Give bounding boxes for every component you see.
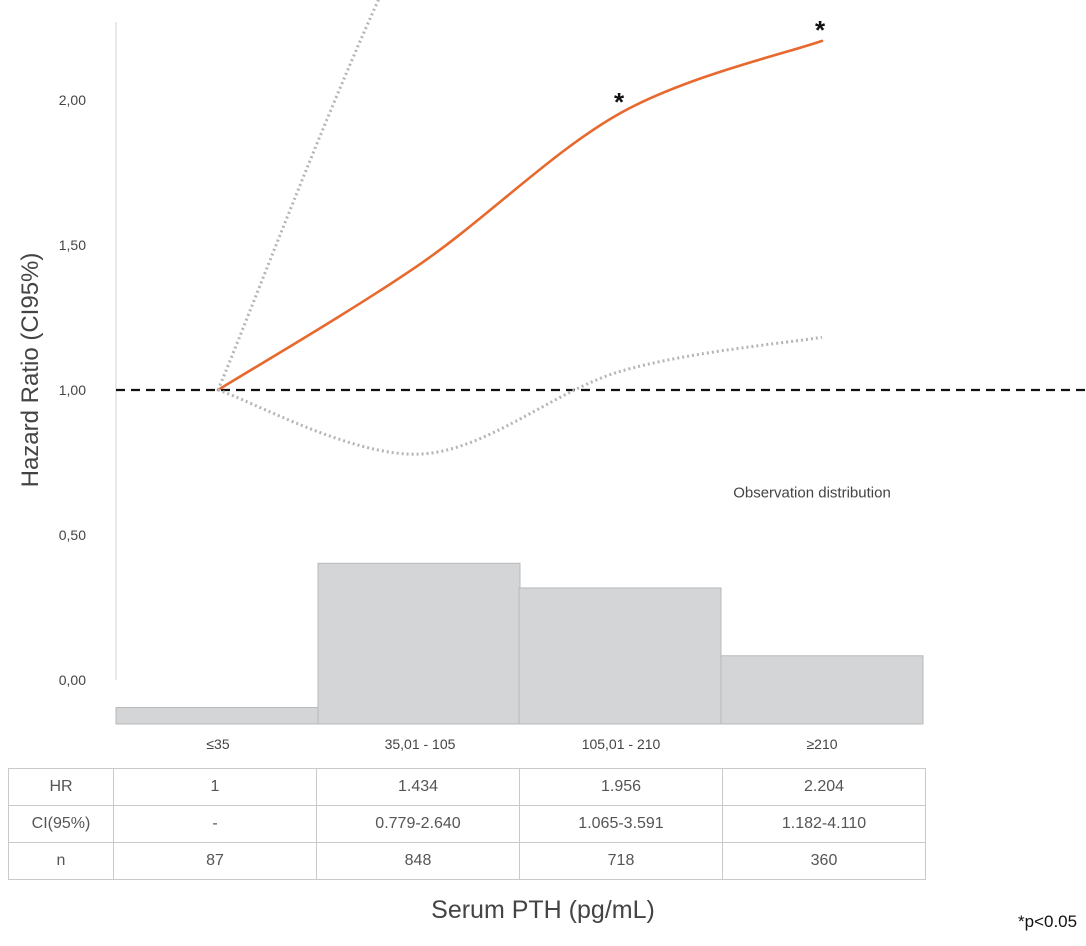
y-tick-label: 0,00 xyxy=(59,672,86,688)
x-category-label: ≤35 xyxy=(206,736,229,752)
row-label-hr: HR xyxy=(8,768,114,806)
distribution-label: Observation distribution xyxy=(733,484,891,501)
x-axis-label: Serum PTH (pg/mL) xyxy=(431,896,655,924)
table-cell: 1.065-3.591 xyxy=(519,805,723,843)
y-axis: 0,000,501,001,502,002,503,003,504,004,50 xyxy=(59,22,117,688)
y-tick-label: 0,50 xyxy=(59,527,86,543)
table-cell: 1.956 xyxy=(519,768,723,806)
x-category-label: 35,01 - 105 xyxy=(385,736,456,752)
observation-distribution: Observation distribution xyxy=(115,484,924,725)
table-cell: 0.779-2.640 xyxy=(316,805,520,843)
distribution-bar xyxy=(115,707,319,725)
significance-footnote: *p<0.05 xyxy=(1018,912,1078,931)
table-cell: 1 xyxy=(113,768,317,806)
significance-marker: * xyxy=(815,15,826,45)
table-cell: 360 xyxy=(722,842,926,880)
y-tick-label: 1,50 xyxy=(59,237,86,253)
stats-table: HR 1 1.434 1.956 2.204 CI(95%) - 0.779-2… xyxy=(8,768,926,880)
series-line-upper-ci xyxy=(216,0,381,391)
labels-group: ≤35 35,01 - 105 105,01 - 210 ≥210 xyxy=(206,736,837,752)
x-category-label: ≥210 xyxy=(806,736,837,752)
hazard-ratio-chart: Observation distribution 0,00 0,50 1,00 1,5… xyxy=(17,0,1086,752)
distribution-bar xyxy=(317,562,521,725)
table-cell: 848 xyxy=(316,842,520,880)
row-label-n: n xyxy=(8,842,114,880)
distribution-bar xyxy=(518,587,722,725)
significance-marker: * xyxy=(614,87,625,117)
series-line-lower-ci xyxy=(217,335,823,456)
table-row-n: n 87 848 718 360 xyxy=(8,842,926,880)
series-group: ** xyxy=(216,0,826,456)
row-label-ci: CI(95%) xyxy=(8,805,114,843)
table-cell: 1.434 xyxy=(316,768,520,806)
table-cell: 2.204 xyxy=(722,768,926,806)
table-cell: 87 xyxy=(113,842,317,880)
table-cell: 1.182-4.110 xyxy=(722,805,926,843)
table-row-ci: CI(95%) - 0.779-2.640 1.065-3.591 1.182-… xyxy=(8,805,926,843)
table-row-hr: HR 1 1.434 1.956 2.204 xyxy=(8,768,926,806)
y-tick-label: 2,00 xyxy=(59,92,86,108)
series-line-estimate xyxy=(216,39,824,392)
x-category-label: 105,01 - 210 xyxy=(582,736,661,752)
table-cell: - xyxy=(113,805,317,843)
y-tick-label: 1,00 xyxy=(59,382,86,398)
y-axis-label: Hazard Ratio (CI95%) xyxy=(17,253,44,488)
table-cell: 718 xyxy=(519,842,723,880)
distribution-bar xyxy=(720,655,924,725)
